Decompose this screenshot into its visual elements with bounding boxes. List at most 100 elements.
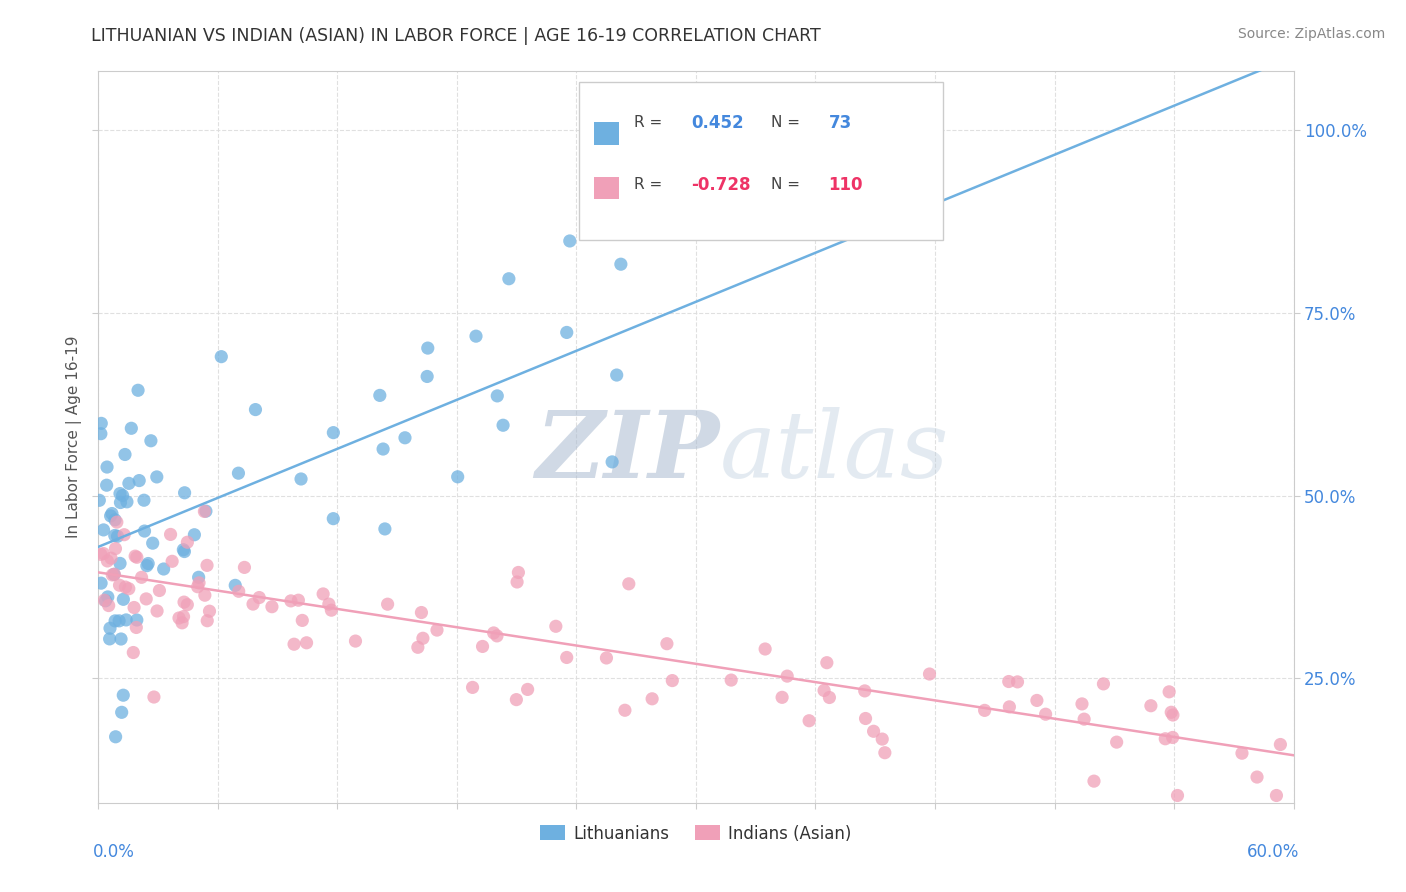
Point bbox=[135, 558, 157, 573]
Point bbox=[93, 523, 115, 537]
Point bbox=[1140, 698, 1163, 713]
Point bbox=[508, 566, 530, 580]
Point bbox=[505, 692, 527, 706]
Point bbox=[973, 703, 995, 717]
Point bbox=[461, 681, 484, 695]
Point bbox=[108, 578, 131, 592]
Point bbox=[131, 570, 153, 584]
Point bbox=[245, 402, 267, 417]
Point bbox=[1160, 706, 1182, 720]
Point bbox=[159, 527, 181, 541]
Point bbox=[115, 613, 138, 627]
Text: R =: R = bbox=[634, 115, 666, 130]
Point bbox=[283, 637, 305, 651]
Point bbox=[465, 329, 488, 343]
Point bbox=[97, 599, 120, 613]
Point bbox=[853, 684, 876, 698]
Point bbox=[855, 711, 877, 725]
Point bbox=[176, 598, 198, 612]
Point bbox=[108, 614, 131, 628]
Point bbox=[134, 524, 156, 538]
Point bbox=[125, 550, 148, 565]
Point bbox=[104, 541, 127, 556]
Point bbox=[295, 636, 318, 650]
Point bbox=[1025, 693, 1047, 707]
Point bbox=[280, 594, 302, 608]
Point bbox=[110, 495, 132, 509]
Point bbox=[247, 591, 270, 605]
Point bbox=[371, 442, 394, 456]
Point bbox=[122, 600, 145, 615]
Point bbox=[152, 562, 174, 576]
Point bbox=[112, 592, 135, 607]
Point bbox=[412, 632, 434, 646]
Point bbox=[1105, 735, 1128, 749]
Point bbox=[195, 558, 218, 573]
Point bbox=[312, 587, 335, 601]
Point bbox=[411, 606, 433, 620]
Point bbox=[110, 632, 132, 646]
Point bbox=[1161, 731, 1184, 745]
Point bbox=[754, 642, 776, 657]
Text: 110: 110 bbox=[828, 176, 863, 194]
Point bbox=[617, 577, 640, 591]
Point bbox=[193, 504, 215, 518]
Y-axis label: In Labor Force | Age 16-19: In Labor Force | Age 16-19 bbox=[66, 335, 82, 539]
Point bbox=[111, 706, 134, 720]
Point bbox=[90, 426, 112, 441]
Point bbox=[125, 620, 148, 634]
Point bbox=[377, 597, 399, 611]
Point bbox=[260, 599, 283, 614]
Point bbox=[112, 527, 135, 541]
Point bbox=[224, 578, 246, 592]
Point bbox=[128, 474, 150, 488]
Point bbox=[416, 341, 439, 355]
Point bbox=[172, 542, 194, 557]
Point bbox=[173, 485, 195, 500]
Point bbox=[1073, 712, 1095, 726]
Text: 0.452: 0.452 bbox=[692, 113, 744, 131]
Text: 0.0%: 0.0% bbox=[93, 843, 135, 861]
Point bbox=[1166, 789, 1188, 803]
Point bbox=[93, 593, 115, 607]
Point bbox=[101, 507, 124, 521]
Point bbox=[1265, 789, 1288, 803]
Point bbox=[344, 634, 367, 648]
FancyBboxPatch shape bbox=[595, 122, 620, 145]
Point bbox=[1007, 674, 1029, 689]
Point bbox=[368, 388, 391, 402]
Point bbox=[96, 554, 118, 568]
Point bbox=[209, 350, 232, 364]
Text: LITHUANIAN VS INDIAN (ASIAN) IN LABOR FORCE | AGE 16-19 CORRELATION CHART: LITHUANIAN VS INDIAN (ASIAN) IN LABOR FO… bbox=[91, 27, 821, 45]
Point bbox=[142, 536, 165, 550]
Point bbox=[100, 551, 122, 566]
Point bbox=[506, 574, 529, 589]
Point bbox=[114, 580, 136, 594]
Point bbox=[194, 504, 217, 518]
Point bbox=[173, 609, 195, 624]
Point bbox=[318, 597, 340, 611]
Point bbox=[600, 455, 623, 469]
Point bbox=[120, 421, 142, 435]
Point bbox=[104, 730, 127, 744]
Text: -0.728: -0.728 bbox=[692, 176, 751, 194]
Point bbox=[485, 629, 508, 643]
Point bbox=[482, 626, 505, 640]
Point bbox=[98, 621, 121, 635]
Point bbox=[142, 690, 165, 704]
Point bbox=[195, 614, 218, 628]
Point bbox=[770, 690, 793, 705]
Point bbox=[115, 495, 138, 509]
Point bbox=[173, 595, 195, 609]
Point bbox=[112, 688, 135, 702]
Point bbox=[1154, 731, 1177, 746]
Point bbox=[108, 557, 131, 571]
Point bbox=[135, 591, 157, 606]
FancyBboxPatch shape bbox=[595, 178, 620, 200]
FancyBboxPatch shape bbox=[579, 82, 943, 240]
Point bbox=[1092, 677, 1115, 691]
Point bbox=[655, 637, 678, 651]
Point bbox=[426, 623, 449, 637]
Point bbox=[595, 651, 617, 665]
Point bbox=[101, 568, 124, 582]
